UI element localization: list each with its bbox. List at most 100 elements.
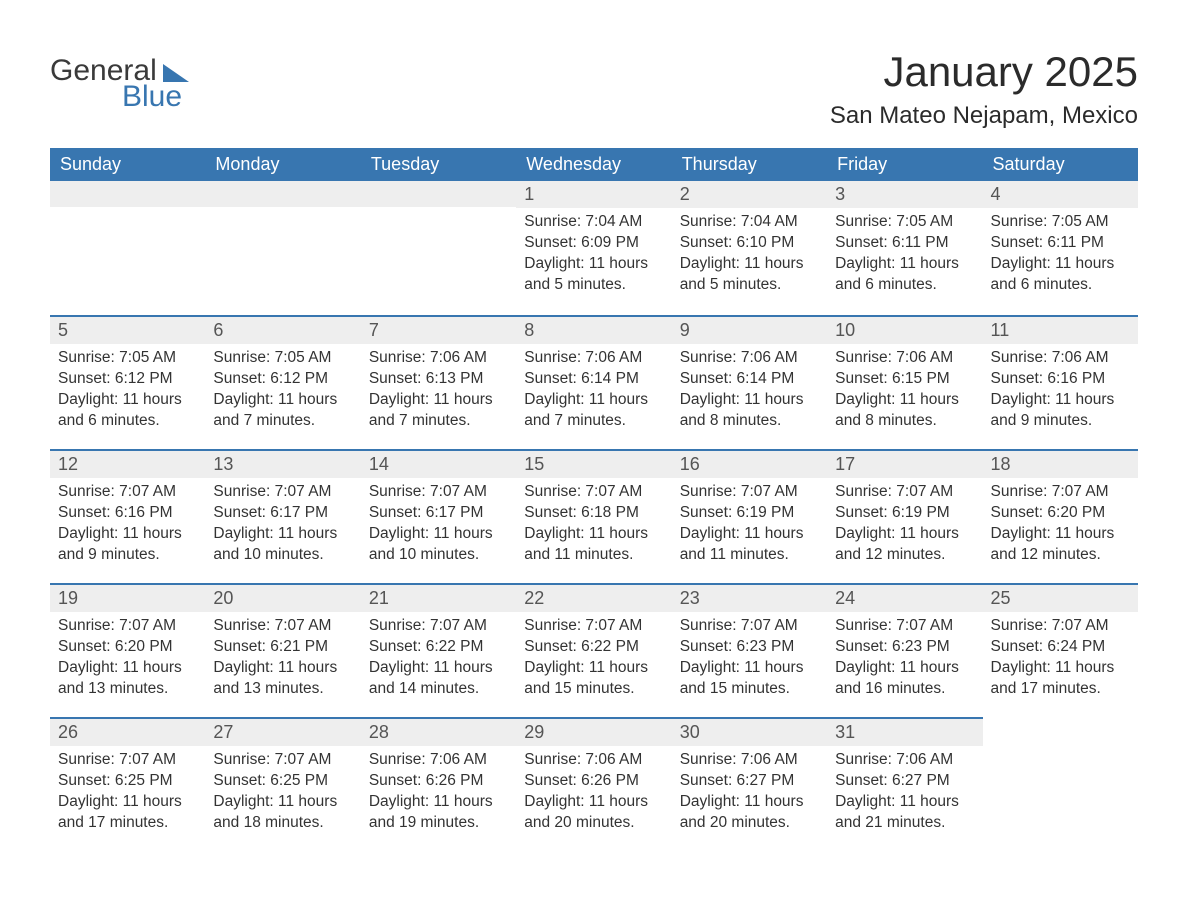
calendar-cell — [50, 181, 205, 315]
day-number: 3 — [827, 181, 982, 208]
day-wrap: 23Sunrise: 7:07 AMSunset: 6:23 PMDayligh… — [672, 583, 827, 708]
day-body: Sunrise: 7:05 AMSunset: 6:12 PMDaylight:… — [50, 344, 205, 440]
day-body: Sunrise: 7:07 AMSunset: 6:17 PMDaylight:… — [361, 478, 516, 574]
sunrise-line: Sunrise: 7:07 AM — [58, 482, 197, 503]
day-body: Sunrise: 7:07 AMSunset: 6:24 PMDaylight:… — [983, 612, 1138, 708]
sunrise-line: Sunrise: 7:06 AM — [835, 750, 974, 771]
day-wrap: 25Sunrise: 7:07 AMSunset: 6:24 PMDayligh… — [983, 583, 1138, 708]
sunset-line: Sunset: 6:27 PM — [835, 771, 974, 792]
sunrise-line: Sunrise: 7:06 AM — [369, 348, 508, 369]
sunset-line: Sunset: 6:10 PM — [680, 233, 819, 254]
sunrise-line: Sunrise: 7:07 AM — [835, 616, 974, 637]
day-wrap: 2Sunrise: 7:04 AMSunset: 6:10 PMDaylight… — [672, 181, 827, 304]
sunrise-line: Sunrise: 7:05 AM — [991, 212, 1130, 233]
day-body: Sunrise: 7:06 AMSunset: 6:26 PMDaylight:… — [361, 746, 516, 842]
sunrise-line: Sunrise: 7:07 AM — [991, 616, 1130, 637]
sunrise-line: Sunrise: 7:07 AM — [58, 616, 197, 637]
weekday-header-row: SundayMondayTuesdayWednesdayThursdayFrid… — [50, 148, 1138, 181]
calendar-cell: 16Sunrise: 7:07 AMSunset: 6:19 PMDayligh… — [672, 449, 827, 583]
weekday-header: Monday — [205, 148, 360, 181]
day-body: Sunrise: 7:07 AMSunset: 6:18 PMDaylight:… — [516, 478, 671, 574]
weekday-header: Sunday — [50, 148, 205, 181]
day-number: 8 — [516, 317, 671, 344]
daylight-line: Daylight: 11 hours and 15 minutes. — [680, 658, 819, 700]
calendar-cell: 27Sunrise: 7:07 AMSunset: 6:25 PMDayligh… — [205, 717, 360, 851]
day-number: 14 — [361, 451, 516, 478]
day-number: 29 — [516, 719, 671, 746]
day-number: 13 — [205, 451, 360, 478]
calendar-cell: 15Sunrise: 7:07 AMSunset: 6:18 PMDayligh… — [516, 449, 671, 583]
calendar-cell: 7Sunrise: 7:06 AMSunset: 6:13 PMDaylight… — [361, 315, 516, 449]
day-number: 1 — [516, 181, 671, 208]
sunset-line: Sunset: 6:19 PM — [835, 503, 974, 524]
title-block: January 2025 San Mateo Nejapam, Mexico — [830, 48, 1138, 130]
sunrise-line: Sunrise: 7:06 AM — [369, 750, 508, 771]
calendar-cell — [983, 717, 1138, 851]
sunrise-line: Sunrise: 7:07 AM — [991, 482, 1130, 503]
day-number: 17 — [827, 451, 982, 478]
sunset-line: Sunset: 6:25 PM — [213, 771, 352, 792]
day-body: Sunrise: 7:07 AMSunset: 6:22 PMDaylight:… — [516, 612, 671, 708]
day-body: Sunrise: 7:07 AMSunset: 6:20 PMDaylight:… — [983, 478, 1138, 574]
logo: General Blue — [50, 48, 189, 114]
day-wrap: 5Sunrise: 7:05 AMSunset: 6:12 PMDaylight… — [50, 315, 205, 440]
day-body: Sunrise: 7:06 AMSunset: 6:13 PMDaylight:… — [361, 344, 516, 440]
location: San Mateo Nejapam, Mexico — [830, 102, 1138, 130]
day-body: Sunrise: 7:06 AMSunset: 6:27 PMDaylight:… — [672, 746, 827, 842]
sunset-line: Sunset: 6:27 PM — [680, 771, 819, 792]
sunrise-line: Sunrise: 7:07 AM — [369, 616, 508, 637]
sunset-line: Sunset: 6:16 PM — [991, 369, 1130, 390]
day-number: 25 — [983, 585, 1138, 612]
sunrise-line: Sunrise: 7:07 AM — [213, 482, 352, 503]
weekday-header: Thursday — [672, 148, 827, 181]
sunset-line: Sunset: 6:25 PM — [58, 771, 197, 792]
logo-mark-icon — [163, 64, 189, 82]
calendar-cell: 30Sunrise: 7:06 AMSunset: 6:27 PMDayligh… — [672, 717, 827, 851]
day-wrap: 3Sunrise: 7:05 AMSunset: 6:11 PMDaylight… — [827, 181, 982, 304]
sunset-line: Sunset: 6:14 PM — [524, 369, 663, 390]
day-body: Sunrise: 7:06 AMSunset: 6:16 PMDaylight:… — [983, 344, 1138, 440]
empty-day-strip — [205, 181, 360, 207]
weekday-header: Friday — [827, 148, 982, 181]
sunset-line: Sunset: 6:12 PM — [58, 369, 197, 390]
day-body: Sunrise: 7:06 AMSunset: 6:14 PMDaylight:… — [516, 344, 671, 440]
daylight-line: Daylight: 11 hours and 5 minutes. — [680, 254, 819, 296]
daylight-line: Daylight: 11 hours and 5 minutes. — [524, 254, 663, 296]
day-number: 24 — [827, 585, 982, 612]
daylight-line: Daylight: 11 hours and 7 minutes. — [524, 390, 663, 432]
sunrise-line: Sunrise: 7:07 AM — [680, 482, 819, 503]
daylight-line: Daylight: 11 hours and 11 minutes. — [680, 524, 819, 566]
daylight-line: Daylight: 11 hours and 13 minutes. — [213, 658, 352, 700]
calendar-cell: 22Sunrise: 7:07 AMSunset: 6:22 PMDayligh… — [516, 583, 671, 717]
day-wrap: 13Sunrise: 7:07 AMSunset: 6:17 PMDayligh… — [205, 449, 360, 574]
day-body: Sunrise: 7:07 AMSunset: 6:21 PMDaylight:… — [205, 612, 360, 708]
day-wrap: 4Sunrise: 7:05 AMSunset: 6:11 PMDaylight… — [983, 181, 1138, 304]
calendar-cell: 18Sunrise: 7:07 AMSunset: 6:20 PMDayligh… — [983, 449, 1138, 583]
sunset-line: Sunset: 6:12 PM — [213, 369, 352, 390]
day-body: Sunrise: 7:04 AMSunset: 6:10 PMDaylight:… — [672, 208, 827, 304]
day-body: Sunrise: 7:07 AMSunset: 6:19 PMDaylight:… — [827, 478, 982, 574]
day-wrap: 16Sunrise: 7:07 AMSunset: 6:19 PMDayligh… — [672, 449, 827, 574]
day-wrap: 28Sunrise: 7:06 AMSunset: 6:26 PMDayligh… — [361, 717, 516, 842]
sunrise-line: Sunrise: 7:06 AM — [680, 750, 819, 771]
calendar-cell: 8Sunrise: 7:06 AMSunset: 6:14 PMDaylight… — [516, 315, 671, 449]
sunrise-line: Sunrise: 7:05 AM — [213, 348, 352, 369]
calendar-cell: 11Sunrise: 7:06 AMSunset: 6:16 PMDayligh… — [983, 315, 1138, 449]
daylight-line: Daylight: 11 hours and 19 minutes. — [369, 792, 508, 834]
day-number: 10 — [827, 317, 982, 344]
day-body: Sunrise: 7:05 AMSunset: 6:11 PMDaylight:… — [827, 208, 982, 304]
daylight-line: Daylight: 11 hours and 17 minutes. — [58, 792, 197, 834]
day-number: 15 — [516, 451, 671, 478]
sunrise-line: Sunrise: 7:07 AM — [680, 616, 819, 637]
sunset-line: Sunset: 6:17 PM — [369, 503, 508, 524]
sunrise-line: Sunrise: 7:07 AM — [213, 616, 352, 637]
daylight-line: Daylight: 11 hours and 7 minutes. — [369, 390, 508, 432]
day-number: 5 — [50, 317, 205, 344]
day-body: Sunrise: 7:07 AMSunset: 6:22 PMDaylight:… — [361, 612, 516, 708]
day-number: 28 — [361, 719, 516, 746]
daylight-line: Daylight: 11 hours and 6 minutes. — [991, 254, 1130, 296]
calendar-cell: 26Sunrise: 7:07 AMSunset: 6:25 PMDayligh… — [50, 717, 205, 851]
logo-text-blue: Blue — [122, 80, 182, 114]
day-wrap: 20Sunrise: 7:07 AMSunset: 6:21 PMDayligh… — [205, 583, 360, 708]
sunrise-line: Sunrise: 7:06 AM — [524, 348, 663, 369]
